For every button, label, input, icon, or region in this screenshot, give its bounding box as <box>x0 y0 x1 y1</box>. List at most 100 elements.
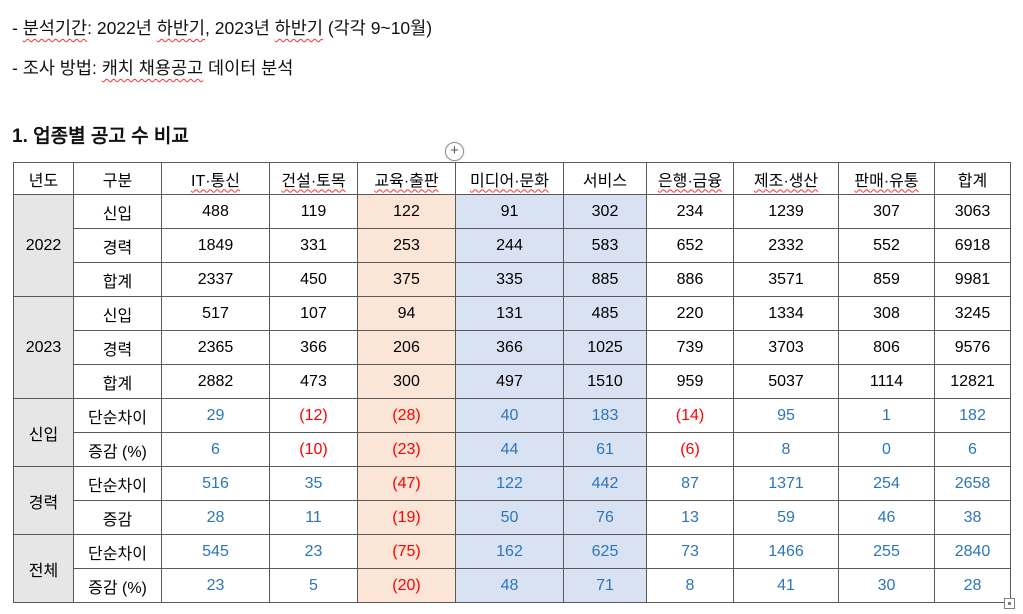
value-cell: 30 <box>838 568 935 603</box>
value-cell: 12821 <box>934 364 1011 399</box>
value-cell: 71 <box>563 568 647 603</box>
misspelled-text: 미디어·문화 <box>470 172 549 190</box>
value-cell: (20) <box>357 568 456 603</box>
table-row: 증감 (%) 23 5 (20) 48 71 8 41 30 28 <box>14 568 1011 603</box>
value-cell: 497 <box>455 364 564 399</box>
misspelled-text: IT·통신 <box>191 172 240 190</box>
column-header: 교육·출판 <box>357 162 456 195</box>
value-cell: 625 <box>563 534 647 569</box>
column-header: IT·통신 <box>161 162 270 195</box>
misspelled-text: 건설·토목 <box>281 172 346 190</box>
row-label: 단순차이 <box>73 466 162 501</box>
value-cell: 331 <box>269 228 358 263</box>
value-cell: 87 <box>646 466 734 501</box>
value-cell: 1025 <box>563 330 647 365</box>
table-row: 증감 28 11 (19) 50 76 13 59 46 38 <box>14 500 1011 535</box>
value-cell: 29 <box>161 398 270 433</box>
misspelled-text: 은행·금융 <box>657 172 723 190</box>
value-cell: 366 <box>455 330 564 365</box>
value-cell: 48 <box>455 568 564 603</box>
row-label: 증감 <box>73 500 162 535</box>
value-cell: (6) <box>646 432 734 467</box>
group-label: 2022 <box>13 194 74 297</box>
value-cell: 3063 <box>934 194 1011 229</box>
note-text: (각각 9~10월) <box>322 18 433 38</box>
value-cell: 488 <box>161 194 270 229</box>
value-cell: 182 <box>934 398 1011 433</box>
insert-column-handle[interactable]: + <box>445 142 464 161</box>
job-postings-comparison-table: 년도 구분 IT·통신 건설·토목 교육·출판 미디어·문화 서비스 은행·금융 제조·생산 판매… <box>13 162 1011 603</box>
row-label: 증감 (%) <box>73 568 162 603</box>
value-cell: 40 <box>455 398 564 433</box>
value-cell: 652 <box>646 228 734 263</box>
value-cell: 450 <box>269 262 358 297</box>
value-cell: 2365 <box>161 330 270 365</box>
value-cell: (19) <box>357 500 456 535</box>
misspelled-text: 제조·생산 <box>753 172 819 190</box>
table-row: 경력 단순차이 516 35 (47) 122 442 87 1371 254 2658 <box>13 466 1011 535</box>
value-cell: 3245 <box>934 296 1011 331</box>
value-cell: 1334 <box>733 296 839 331</box>
value-cell: 94 <box>357 296 456 331</box>
value-cell: 73 <box>646 534 734 569</box>
value-cell: 6 <box>161 432 270 467</box>
note-line: - 분석기간: 2022년 하반기, 2023년 하반기 (각각 9~10월) <box>12 8 432 48</box>
table-body: 2022 신입 488 119 122 91 302 234 1239 307 3063 경력 1849… <box>13 194 1011 603</box>
value-cell: 23 <box>269 534 358 569</box>
column-header: 건설·토목 <box>269 162 358 195</box>
value-cell: 35 <box>269 466 358 501</box>
value-cell: 552 <box>838 228 935 263</box>
value-cell: (10) <box>269 432 358 467</box>
value-cell: 545 <box>161 534 270 569</box>
column-header: 은행·금융 <box>646 162 734 195</box>
value-cell: (47) <box>357 466 456 501</box>
misspelled-text: 분석기간 <box>22 18 88 38</box>
value-cell: 255 <box>838 534 935 569</box>
row-label: 증감 (%) <box>73 432 162 467</box>
row-label: 신입 <box>73 194 162 229</box>
value-cell: 1466 <box>733 534 839 569</box>
value-cell: 517 <box>161 296 270 331</box>
plus-icon: + <box>450 142 459 159</box>
table-row: 신입 단순차이 29 (12) (28) 40 183 (14) 95 1 182 <box>13 398 1011 467</box>
note-text: , 2023년 <box>205 18 275 38</box>
table-row: 경력 2365 366 206 366 1025 739 3703 806 9576 <box>14 330 1011 365</box>
value-cell: 583 <box>563 228 647 263</box>
value-cell: 28 <box>934 568 1011 603</box>
table-resize-handle[interactable] <box>1004 598 1015 609</box>
note-text: - 조사 방법: <box>12 58 102 78</box>
table-row: 합계 2337 450 375 335 885 886 3571 859 9981 <box>14 262 1011 297</box>
value-cell: 1 <box>838 398 935 433</box>
value-cell: 366 <box>269 330 358 365</box>
value-cell: 122 <box>455 466 564 501</box>
group-label: 신입 <box>13 398 74 467</box>
column-header: 구분 <box>73 162 162 195</box>
value-cell: 234 <box>646 194 734 229</box>
value-cell: 2882 <box>161 364 270 399</box>
column-header: 제조·생산 <box>733 162 839 195</box>
value-cell: 23 <box>161 568 270 603</box>
value-cell: 485 <box>563 296 647 331</box>
value-cell: 131 <box>455 296 564 331</box>
value-cell: 38 <box>934 500 1011 535</box>
value-cell: 183 <box>563 398 647 433</box>
value-cell: 61 <box>563 432 647 467</box>
header-text: 구분 <box>102 172 133 190</box>
value-cell: 41 <box>733 568 839 603</box>
value-cell: 91 <box>455 194 564 229</box>
misspelled-text: 하반기 <box>274 18 323 38</box>
value-cell: 59 <box>733 500 839 535</box>
misspelled-text: 하반기 <box>156 18 206 38</box>
value-cell: (14) <box>646 398 734 433</box>
header-text: 년도 <box>28 172 59 190</box>
value-cell: 253 <box>357 228 456 263</box>
value-cell: 220 <box>646 296 734 331</box>
header-text: 서비스 <box>582 172 628 190</box>
value-cell: 6 <box>934 432 1011 467</box>
table-head-row: 년도 구분 IT·통신 건설·토목 교육·출판 미디어·문화 서비스 은행·금융 제조·생산 판매… <box>13 162 1011 195</box>
value-cell: 206 <box>357 330 456 365</box>
value-cell: 308 <box>838 296 935 331</box>
note-text: : 2022년 <box>87 18 157 38</box>
value-cell: 516 <box>161 466 270 501</box>
value-cell: 44 <box>455 432 564 467</box>
